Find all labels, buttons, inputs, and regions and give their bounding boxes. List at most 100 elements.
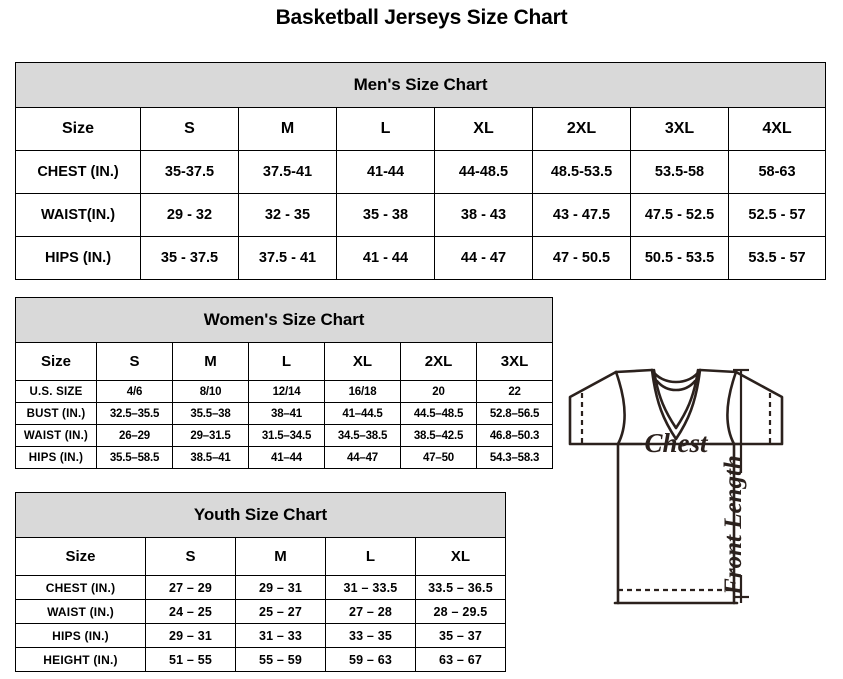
womens-hips-m: 38.5–41 xyxy=(172,446,249,469)
mens-row-label-chest: CHEST (IN.) xyxy=(15,150,141,194)
womens-bust-m: 35.5–38 xyxy=(172,402,249,425)
youth-waist-xl: 28 – 29.5 xyxy=(414,599,507,624)
mens-hips-l: 41 - 44 xyxy=(336,236,435,280)
youth-hips-m: 31 – 33 xyxy=(235,623,326,648)
youth-chest-s: 27 – 29 xyxy=(145,575,236,600)
womens-header-2xl: 2XL xyxy=(400,342,477,381)
womens-us-size-s: 4/6 xyxy=(96,380,173,403)
womens-hips-2xl: 47–50 xyxy=(400,446,477,469)
left-sleeve-outline xyxy=(568,370,620,446)
mens-chart-title-row: Men's Size Chart xyxy=(14,62,827,108)
womens-hips-s: 35.5–58.5 xyxy=(96,446,173,469)
womens-us-size-m: 8/10 xyxy=(172,380,249,403)
table-row: WAIST(IN.) 29 - 32 32 - 35 35 - 38 38 - … xyxy=(15,193,827,237)
youth-hips-xl: 35 – 37 xyxy=(414,623,507,648)
youth-height-s: 51 – 55 xyxy=(145,647,236,672)
mens-chest-m: 37.5-41 xyxy=(238,150,337,194)
page-title: Basketball Jerseys Size Chart xyxy=(275,6,568,29)
mens-header-m: M xyxy=(238,107,337,151)
mens-chest-l: 41-44 xyxy=(336,150,435,194)
mens-hips-4xl: 53.5 - 57 xyxy=(727,236,827,280)
table-row: HIPS (IN.) 29 – 31 31 – 33 33 – 35 35 – … xyxy=(15,623,507,648)
youth-chest-l: 31 – 33.5 xyxy=(325,575,416,600)
youth-header-xl: XL xyxy=(414,537,507,576)
womens-row-label-us-size: U.S. SIZE xyxy=(15,380,97,403)
womens-bust-l: 38–41 xyxy=(248,402,325,425)
mens-waist-2xl: 43 - 47.5 xyxy=(532,193,631,237)
mens-size-chart-table: Men's Size Chart Size S M L XL 2XL 3XL 4… xyxy=(14,62,827,280)
right-sleeve-seam xyxy=(726,370,738,446)
womens-hips-xl: 44–47 xyxy=(324,446,401,469)
mens-hips-xl: 44 - 47 xyxy=(434,236,533,280)
mens-chart-title: Men's Size Chart xyxy=(14,62,827,108)
youth-size-chart-table: Youth Size Chart Size S M L XL CHEST (IN… xyxy=(14,492,507,672)
mens-chest-xl: 44-48.5 xyxy=(434,150,533,194)
womens-row-label-waist: WAIST (IN.) xyxy=(15,424,97,447)
womens-header-s: S xyxy=(96,342,173,381)
youth-header-l: L xyxy=(325,537,416,576)
mens-chest-3xl: 53.5-58 xyxy=(630,150,729,194)
mens-row-label-hips: HIPS (IN.) xyxy=(15,236,141,280)
womens-bust-3xl: 52.8–56.5 xyxy=(475,402,554,425)
youth-row-label-hips: HIPS (IN.) xyxy=(15,623,146,648)
mens-hips-m: 37.5 - 41 xyxy=(238,236,337,280)
front-length-label: Front Length xyxy=(720,455,747,596)
womens-us-size-2xl: 20 xyxy=(400,380,477,403)
table-row: WAIST (IN.) 24 – 25 25 – 27 27 – 28 28 –… xyxy=(15,599,507,624)
womens-waist-2xl: 38.5–42.5 xyxy=(400,424,477,447)
youth-waist-l: 27 – 28 xyxy=(325,599,416,624)
mens-hips-3xl: 50.5 - 53.5 xyxy=(630,236,729,280)
youth-height-l: 59 – 63 xyxy=(325,647,416,672)
right-sleeve-outline xyxy=(732,370,784,446)
youth-height-xl: 63 – 67 xyxy=(414,647,507,672)
womens-row-label-hips: HIPS (IN.) xyxy=(15,446,97,469)
womens-chart-title-row: Women's Size Chart xyxy=(14,297,554,343)
youth-row-label-waist: WAIST (IN.) xyxy=(15,599,146,624)
mens-header-xl: XL xyxy=(434,107,533,151)
womens-us-size-xl: 16/18 xyxy=(324,380,401,403)
table-row: U.S. SIZE 4/6 8/10 12/14 16/18 20 22 xyxy=(15,380,554,403)
womens-header-m: M xyxy=(172,342,249,381)
table-row: WAIST (IN.) 26–29 29–31.5 31.5–34.5 34.5… xyxy=(15,424,554,447)
womens-header-size: Size xyxy=(15,342,97,381)
jersey-measurement-diagram: Chest Front Length xyxy=(530,345,835,665)
youth-waist-m: 25 – 27 xyxy=(235,599,326,624)
mens-hips-2xl: 47 - 50.5 xyxy=(532,236,631,280)
youth-chest-xl: 33.5 – 36.5 xyxy=(414,575,507,600)
mens-header-size: Size xyxy=(15,107,141,151)
womens-row-label-bust: BUST (IN.) xyxy=(15,402,97,425)
youth-row-label-height: HEIGHT (IN.) xyxy=(15,647,146,672)
mens-waist-3xl: 47.5 - 52.5 xyxy=(630,193,729,237)
youth-height-m: 55 – 59 xyxy=(235,647,326,672)
mens-chest-2xl: 48.5-53.5 xyxy=(532,150,631,194)
mens-row-label-waist: WAIST(IN.) xyxy=(15,193,141,237)
left-shoulder-line xyxy=(614,368,654,374)
mens-hips-s: 35 - 37.5 xyxy=(140,236,239,280)
womens-waist-l: 31.5–34.5 xyxy=(248,424,325,447)
table-row: CHEST (IN.) 35-37.5 37.5-41 41-44 44-48.… xyxy=(15,150,827,194)
mens-header-l: L xyxy=(336,107,435,151)
mens-chest-4xl: 58-63 xyxy=(727,150,827,194)
womens-header-row: Size S M L XL 2XL 3XL xyxy=(15,342,554,381)
womens-size-chart-table: Women's Size Chart Size S M L XL 2XL 3XL… xyxy=(14,297,554,469)
womens-header-xl: XL xyxy=(324,342,401,381)
youth-header-row: Size S M L XL xyxy=(15,537,507,576)
womens-waist-xl: 34.5–38.5 xyxy=(324,424,401,447)
mens-header-row: Size S M L XL 2XL 3XL 4XL xyxy=(15,107,827,151)
youth-hips-s: 29 – 31 xyxy=(145,623,236,648)
womens-us-size-l: 12/14 xyxy=(248,380,325,403)
womens-bust-2xl: 44.5–48.5 xyxy=(400,402,477,425)
table-row: HIPS (IN.) 35.5–58.5 38.5–41 41–44 44–47… xyxy=(15,446,554,469)
youth-header-s: S xyxy=(145,537,236,576)
vneck-inner xyxy=(652,368,700,430)
mens-waist-xl: 38 - 43 xyxy=(434,193,533,237)
collar-arc-inner xyxy=(655,379,697,392)
youth-chest-m: 29 – 31 xyxy=(235,575,326,600)
left-sleeve-seam xyxy=(614,370,626,446)
womens-bust-xl: 41–44.5 xyxy=(324,402,401,425)
mens-header-2xl: 2XL xyxy=(532,107,631,151)
youth-row-label-chest: CHEST (IN.) xyxy=(15,575,146,600)
table-row: CHEST (IN.) 27 – 29 29 – 31 31 – 33.5 33… xyxy=(15,575,507,600)
right-shoulder-line xyxy=(698,368,738,374)
mens-waist-4xl: 52.5 - 57 xyxy=(727,193,827,237)
